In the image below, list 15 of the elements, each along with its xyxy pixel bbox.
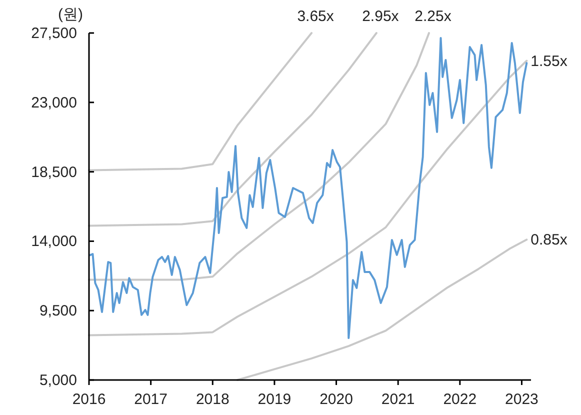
- xtick: 2018: [196, 391, 230, 408]
- xtick: 2020: [320, 391, 353, 408]
- ytick: 18,500: [31, 164, 77, 181]
- xtick: 2019: [258, 391, 292, 408]
- xtick: 2023: [505, 391, 538, 408]
- ytick: 14,000: [31, 233, 77, 250]
- ytick: 27,500: [31, 25, 77, 42]
- ytick: 23,000: [31, 94, 77, 112]
- xtick: 2022: [443, 391, 477, 408]
- xtick: 2021: [381, 391, 415, 408]
- ylabel: (원): [58, 6, 83, 23]
- ytick: 5,000: [39, 372, 77, 389]
- xtick: 2016: [72, 391, 106, 408]
- xtick: 2017: [134, 391, 168, 408]
- ytick: 9,500: [39, 302, 77, 320]
